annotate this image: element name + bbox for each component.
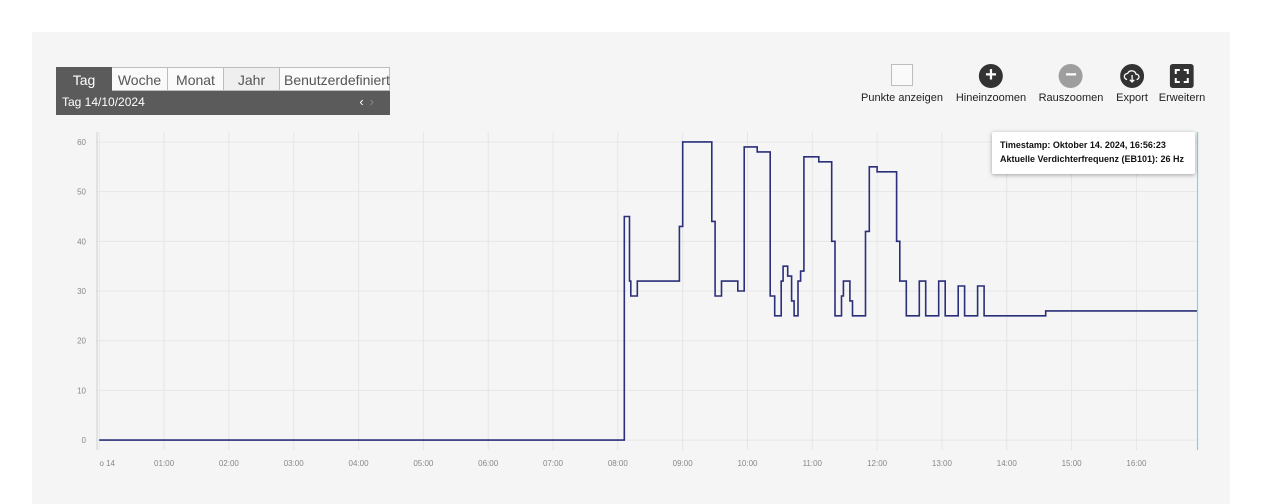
x-tick-label: 15:00 [1062, 459, 1083, 468]
x-tick-label: 10:00 [737, 459, 758, 468]
period-selector: Tag Woche Monat Jahr Benutzerdefiniert T… [56, 67, 390, 115]
x-tick-label: 16:00 [1126, 459, 1147, 468]
zoom-out-label: Rauszoomen [1038, 92, 1104, 104]
tab-year[interactable]: Jahr [224, 67, 280, 91]
show-points-toggle[interactable]: Punkte anzeigen [861, 64, 943, 104]
range-label: Tag 14/10/2024 [62, 95, 145, 109]
x-tick-label: 03:00 [284, 459, 305, 468]
period-tabs: Tag Woche Monat Jahr Benutzerdefiniert [56, 67, 390, 91]
tooltip-timestamp: Timestamp: Oktober 14. 2024, 16:56:23 [1000, 140, 1166, 150]
tab-custom[interactable]: Benutzerdefiniert [280, 67, 390, 91]
expand-button[interactable]: Erweitern [1158, 64, 1206, 104]
checkbox-icon[interactable] [890, 64, 913, 86]
minus-icon: − [1058, 64, 1083, 88]
tab-month[interactable]: Monat [168, 67, 224, 91]
y-tick-label: 0 [82, 436, 87, 445]
y-tick-label: 60 [77, 138, 86, 147]
cloud-download-icon [1119, 64, 1144, 88]
y-tick-label: 50 [77, 188, 86, 197]
series-line [99, 141, 1198, 441]
y-tick-label: 20 [77, 337, 86, 346]
tooltip-value: Aktuelle Verdichterfrequenz (EB101): 26 … [1000, 154, 1185, 164]
expand-label: Erweitern [1158, 92, 1206, 104]
x-tick-label: 02:00 [219, 459, 240, 468]
x-tick-label: 13:00 [932, 459, 953, 468]
chevron-right-icon[interactable]: › [369, 94, 380, 109]
range-bar: Tag 14/10/2024 ‹› [56, 91, 390, 115]
chevron-left-icon[interactable]: ‹ [359, 94, 370, 109]
x-tick-label: 05:00 [413, 459, 434, 468]
y-tick-label: 30 [77, 287, 86, 296]
x-tick-label: 11:00 [803, 459, 823, 468]
export-label: Export [1116, 92, 1148, 104]
export-button[interactable]: Export [1116, 64, 1148, 104]
show-points-label: Punkte anzeigen [861, 92, 943, 104]
y-tick-label: 40 [77, 237, 86, 246]
x-tick-label: 08:00 [608, 459, 629, 468]
x-tick-label: 09:00 [673, 459, 694, 468]
tab-day[interactable]: Tag [56, 67, 112, 91]
x-tick-label: 07:00 [543, 459, 564, 468]
x-tick-label: 14:00 [997, 459, 1018, 468]
chart-tooltip: Timestamp: Oktober 14. 2024, 16:56:23 Ak… [992, 132, 1195, 174]
x-tick-label: 06:00 [478, 459, 499, 468]
fullscreen-icon [1170, 64, 1194, 88]
tab-week[interactable]: Woche [112, 67, 168, 91]
x-tick-label: 01:00 [154, 459, 175, 468]
zoom-out-button[interactable]: − Rauszoomen [1038, 64, 1104, 104]
plus-icon: + [978, 64, 1003, 88]
x-tick-label: 12:00 [867, 459, 888, 468]
zoom-in-button[interactable]: + Hineinzoomen [955, 64, 1027, 104]
x-tick-label: o 14 [99, 459, 115, 468]
x-tick-label: 04:00 [349, 459, 370, 468]
zoom-in-label: Hineinzoomen [955, 92, 1027, 104]
y-tick-label: 10 [77, 386, 86, 395]
